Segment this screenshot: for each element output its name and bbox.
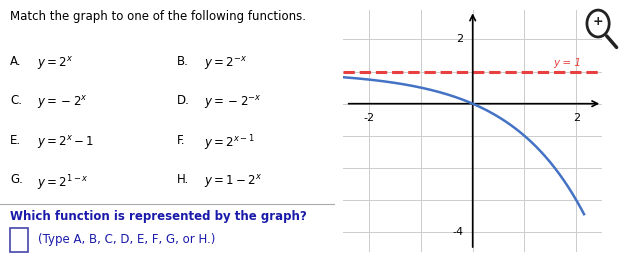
Text: H.: H.	[177, 173, 189, 186]
Text: F.: F.	[177, 134, 185, 147]
Text: (Type A, B, C, D, E, F, G, or H.): (Type A, B, C, D, E, F, G, or H.)	[39, 233, 216, 246]
Text: Match the graph to one of the following functions.: Match the graph to one of the following …	[10, 10, 306, 24]
Text: $y=2^{1-x}$: $y=2^{1-x}$	[37, 173, 88, 193]
Text: $y=2^{x}$: $y=2^{x}$	[37, 55, 73, 72]
Text: $y=-2^{-x}$: $y=-2^{-x}$	[203, 94, 261, 111]
Text: $y=-2^{x}$: $y=-2^{x}$	[37, 94, 87, 111]
Text: y = 1: y = 1	[553, 58, 581, 68]
Text: $y=2^{x-1}$: $y=2^{x-1}$	[203, 134, 255, 153]
FancyBboxPatch shape	[10, 228, 28, 252]
Text: Which function is represented by the graph?: Which function is represented by the gra…	[10, 210, 307, 223]
Text: E.: E.	[10, 134, 21, 147]
Text: $y=1-2^{x}$: $y=1-2^{x}$	[203, 173, 261, 190]
Text: 2: 2	[573, 113, 580, 123]
Text: A.: A.	[10, 55, 21, 68]
Text: C.: C.	[10, 94, 22, 107]
Text: D.: D.	[177, 94, 190, 107]
Text: $y=2^{x}-1$: $y=2^{x}-1$	[37, 134, 94, 151]
Text: B.: B.	[177, 55, 189, 68]
Text: -2: -2	[364, 113, 374, 123]
Text: -4: -4	[452, 227, 464, 237]
Text: 2: 2	[456, 34, 464, 44]
Text: G.: G.	[10, 173, 23, 186]
Text: $y=2^{-x}$: $y=2^{-x}$	[203, 55, 246, 72]
Text: +: +	[593, 14, 603, 28]
